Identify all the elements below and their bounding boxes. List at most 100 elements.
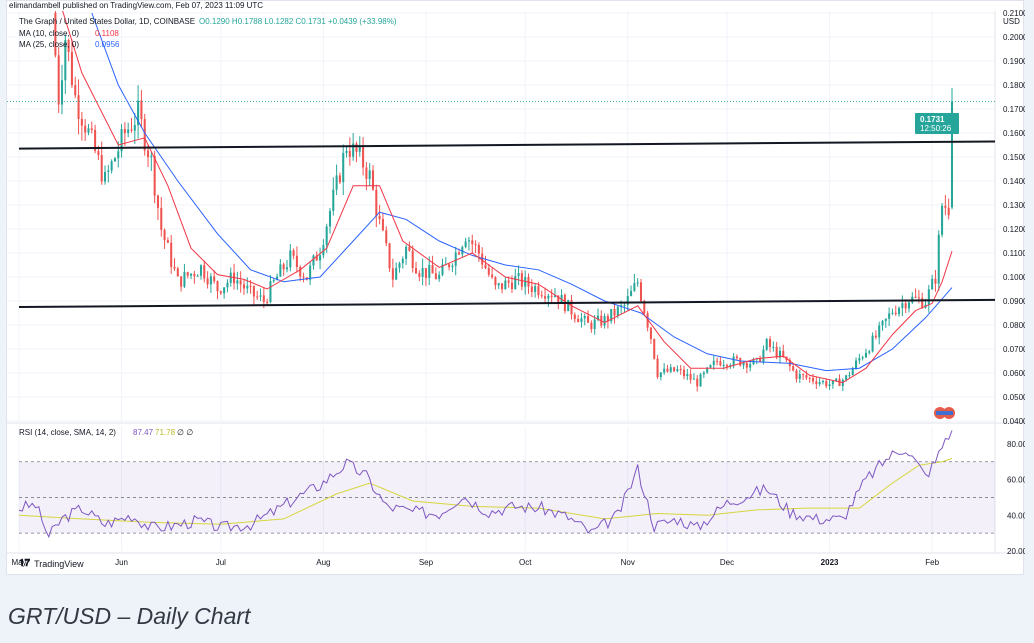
candle-body: [636, 282, 639, 284]
candle-body: [395, 267, 398, 280]
candle-body: [385, 230, 388, 244]
candle-body: [276, 276, 279, 281]
candle-body: [123, 129, 126, 134]
rsi-label: RSI (14, close, SMA, 14, 2): [19, 428, 116, 437]
candle-body: [808, 377, 811, 379]
flag-icon[interactable]: [934, 407, 955, 419]
candle-body: [659, 372, 662, 378]
candle-body: [772, 346, 775, 348]
candle-body: [656, 358, 659, 378]
candle-body: [927, 289, 930, 305]
candle-body: [256, 296, 259, 298]
candle-body: [391, 268, 394, 280]
rsi-sma-value: 71.78: [155, 428, 176, 437]
candle-body: [831, 381, 834, 385]
candle-body: [593, 319, 596, 330]
time-tick-label: Nov: [621, 558, 635, 567]
ma25-line: [91, 12, 953, 372]
publisher-line: elimandambell published on TradingView.c…: [9, 1, 263, 10]
candle-body: [338, 175, 341, 183]
candle-body: [246, 285, 249, 289]
last-price-label: 0.1731 12:50:26: [915, 113, 959, 134]
candle-body: [702, 372, 705, 375]
candle-body: [451, 265, 454, 268]
candle-body: [931, 278, 934, 290]
candle-body: [302, 276, 305, 278]
candle-body: [319, 255, 322, 261]
candle-body: [166, 240, 169, 243]
candle-body: [80, 118, 83, 126]
candle-body: [408, 246, 411, 251]
candle-body: [778, 350, 781, 358]
candle-body: [557, 295, 560, 303]
candle-body: [180, 276, 183, 287]
candle-body: [497, 283, 500, 286]
candle-body: [414, 268, 418, 274]
candle-body: [458, 252, 461, 255]
candle-body: [861, 357, 864, 359]
candle-body: [692, 378, 695, 380]
time-tick-label: Aug: [316, 558, 330, 567]
candle-body: [815, 381, 818, 385]
candle-body: [570, 299, 573, 315]
candle-body: [355, 143, 358, 152]
candle-body: [140, 100, 143, 120]
candle-body: [871, 335, 874, 352]
candle-body: [401, 258, 404, 264]
candle-body: [173, 266, 176, 269]
rsi-tick-label: 40.00: [1007, 511, 1025, 520]
candle-body: [765, 339, 768, 350]
candle-body: [368, 170, 371, 179]
candle-body: [914, 296, 917, 298]
candle-body: [203, 265, 206, 279]
candle-body: [716, 360, 719, 362]
candle-body: [587, 315, 590, 323]
candle-body: [596, 315, 600, 320]
candle-body: [553, 295, 556, 297]
candle-body: [100, 155, 103, 182]
time-tick-label: Feb: [925, 558, 939, 567]
tradingview-logo[interactable]: 𝟏𝟕 TradingView: [19, 558, 84, 569]
candle-body: [907, 302, 911, 309]
candle-body: [378, 215, 381, 219]
candle-body: [901, 303, 904, 309]
candle-body: [517, 273, 520, 277]
candle-body: [424, 268, 427, 278]
candle-body: [722, 365, 725, 367]
candle-body: [709, 365, 712, 368]
candle-body: [534, 286, 537, 292]
time-tick-label: May: [11, 558, 26, 567]
candle-body: [759, 358, 762, 362]
candle-body: [421, 268, 424, 277]
candle-body: [583, 315, 586, 319]
candle-body: [272, 280, 275, 282]
candle-body: [544, 296, 547, 299]
ma10-value: 0.1108: [95, 29, 119, 38]
tradingview-brand: TradingView: [34, 558, 84, 569]
candle-body: [371, 170, 375, 190]
candle-body: [117, 151, 120, 159]
candle-body: [216, 281, 219, 292]
candle-body: [103, 171, 107, 182]
candle-body: [252, 286, 255, 297]
candle-body: [269, 281, 272, 302]
candle-body: [825, 380, 828, 387]
candle-body: [669, 367, 672, 372]
candle-body: [510, 282, 513, 289]
candle-body: [213, 276, 216, 282]
candle-body: [904, 303, 907, 309]
last-candle-body: [950, 101, 954, 208]
candle-body: [484, 264, 487, 269]
candle-body: [295, 255, 298, 267]
ma10-label: MA (10, close, 0): [19, 29, 79, 38]
candle-body: [768, 339, 772, 347]
candle-body: [282, 264, 285, 270]
candle-body: [477, 244, 480, 254]
candle-body: [663, 368, 666, 373]
candle-body: [309, 265, 312, 280]
